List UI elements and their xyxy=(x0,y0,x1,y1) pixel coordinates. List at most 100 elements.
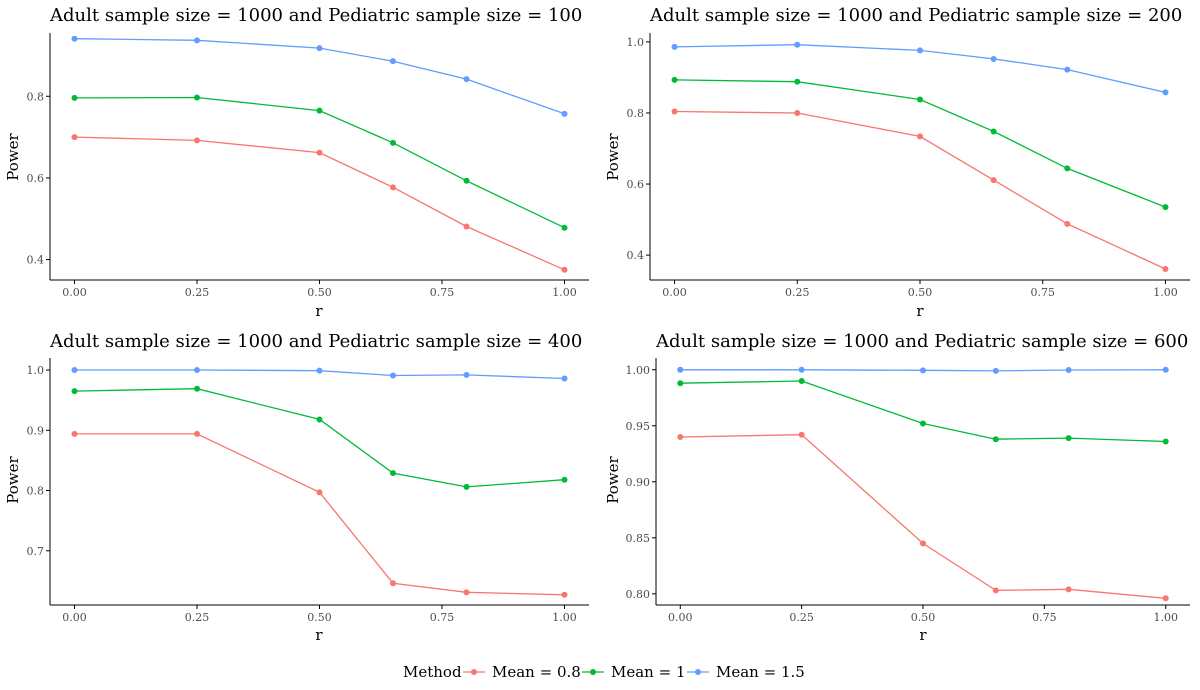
panel-4-point-mean-1 xyxy=(1162,438,1169,445)
legend-key-mean-0-8: Mean = 0.8 xyxy=(463,663,581,681)
panel-1-point-mean-1 xyxy=(194,94,200,101)
panel-3-title: Adult sample size = 1000 and Pediatric s… xyxy=(49,331,582,352)
panel-3-point-mean-1 xyxy=(316,416,323,423)
panel-3-line-mean-1-5 xyxy=(74,369,565,380)
panel-1-x-tick-label: 0.75 xyxy=(430,286,455,299)
panel-4-title: Adult sample size = 1000 and Pediatric s… xyxy=(655,331,1188,352)
legend-point-mean-0-8 xyxy=(471,669,477,675)
panel-2-title: Adult sample size = 1000 and Pediatric s… xyxy=(649,5,1182,26)
panel-4-line-mean-1 xyxy=(680,380,1166,443)
panel-2-ylabel: Power xyxy=(604,132,622,180)
panel-2-point-mean-1-5 xyxy=(794,41,801,48)
panel-3-y-tick-label: 0.7 xyxy=(27,545,45,558)
panel-2-point-mean-1-5 xyxy=(990,55,997,62)
panel-3-point-mean-0-8 xyxy=(561,591,568,598)
panel-3-point-mean-1-5 xyxy=(194,367,200,374)
panel-4-line-mean-0-8 xyxy=(680,434,1166,599)
legend-point-mean-1-5 xyxy=(695,669,701,675)
panel-1-point-mean-0-8 xyxy=(561,266,568,273)
panel-2-line-mean-0-8 xyxy=(674,110,1166,270)
panel-1-point-mean-0-8 xyxy=(316,149,323,156)
panel-1-point-mean-1-5 xyxy=(390,58,396,65)
legend-point-mean-1 xyxy=(590,669,596,675)
panel-3-point-mean-1 xyxy=(390,470,396,477)
panel-2: Adult sample size = 1000 and Pediatric s… xyxy=(604,5,1190,320)
panel-4-point-mean-1 xyxy=(677,380,684,387)
panel-4-point-mean-0-8 xyxy=(920,540,926,547)
panel-1-ylabel: Power xyxy=(4,132,22,180)
panel-1-line-mean-1 xyxy=(74,96,565,229)
panel-4-x-tick-label: 0.50 xyxy=(911,611,936,624)
panel-2-point-mean-0-8 xyxy=(917,133,923,140)
panel-4-point-mean-1-5 xyxy=(1065,366,1072,373)
panel-1-point-mean-0-8 xyxy=(390,184,396,191)
panel-1-point-mean-1 xyxy=(463,177,470,184)
panel-4-line-mean-1-5 xyxy=(680,369,1166,372)
panel-2-point-mean-1-5 xyxy=(1162,89,1169,96)
panel-4-xlabel: r xyxy=(919,626,927,644)
panel-4-point-mean-0-8 xyxy=(677,433,684,440)
panel-1-point-mean-1-5 xyxy=(561,110,568,117)
panel-4-point-mean-1-5 xyxy=(798,366,805,373)
panel-1-line-mean-0-8 xyxy=(74,136,565,271)
panel-1-point-mean-0-8 xyxy=(463,223,470,230)
panel-4-point-mean-0-8 xyxy=(1065,586,1072,593)
panel-1-point-mean-1-5 xyxy=(194,37,200,44)
panel-1-x-tick-label: 0.00 xyxy=(62,286,87,299)
legend: Method Mean = 0.8 Mean = 1 Mean = 1.5 xyxy=(403,663,805,681)
panel-4-point-mean-0-8 xyxy=(992,587,999,594)
panel-3-x-tick-label: 0.50 xyxy=(307,611,332,624)
panel-2-point-mean-1 xyxy=(1064,165,1071,172)
panel-3-point-mean-1-5 xyxy=(561,375,568,382)
panel-4-point-mean-1 xyxy=(1065,435,1072,442)
panel-1-point-mean-1 xyxy=(390,139,396,146)
panel-2-point-mean-0-8 xyxy=(1064,220,1071,227)
panel-4-point-mean-1-5 xyxy=(992,367,999,374)
panel-2-point-mean-1 xyxy=(990,128,997,135)
panel-1-point-mean-0-8 xyxy=(71,134,78,141)
panel-4-x-tick-label: 0.25 xyxy=(789,611,814,624)
panel-2-y-tick-label: 0.6 xyxy=(627,178,645,191)
panel-1-point-mean-1 xyxy=(71,94,78,101)
panel-4-x-tick-label: 0.75 xyxy=(1032,611,1057,624)
panel-3-line-mean-0-8 xyxy=(74,433,565,596)
panel-1-point-mean-1-5 xyxy=(71,35,78,42)
panel-2-y-tick-label: 1.0 xyxy=(627,36,645,49)
panel-3-point-mean-0-8 xyxy=(71,430,78,437)
panel-1-point-mean-1-5 xyxy=(463,76,470,83)
panel-3-y-tick-label: 0.9 xyxy=(27,424,45,437)
panel-4-x-tick-label: 1.00 xyxy=(1153,611,1178,624)
panel-4-point-mean-1-5 xyxy=(1162,366,1169,373)
panel-4-point-mean-0-8 xyxy=(1162,595,1169,602)
panel-3-point-mean-1 xyxy=(71,388,78,395)
panel-2-point-mean-0-8 xyxy=(1162,265,1169,272)
panel-4-y-tick-label: 0.80 xyxy=(626,588,651,601)
panel-3-point-mean-1-5 xyxy=(390,372,396,379)
panel-3-x-tick-label: 0.25 xyxy=(185,611,210,624)
panel-2-x-tick-label: 0.50 xyxy=(908,286,933,299)
panel-3-point-mean-1 xyxy=(463,483,470,490)
panel-3-x-tick-label: 1.00 xyxy=(552,611,577,624)
panel-3-line-mean-1 xyxy=(74,388,565,488)
panel-1: Adult sample size = 1000 and Pediatric s… xyxy=(4,5,589,320)
panel-1-point-mean-1-5 xyxy=(316,45,323,52)
legend-key-mean-1: Mean = 1 xyxy=(582,663,686,681)
panel-3-ylabel: Power xyxy=(4,455,22,503)
panel-3-point-mean-0-8 xyxy=(463,589,470,596)
panel-2-point-mean-1 xyxy=(671,76,678,83)
panel-3-point-mean-1 xyxy=(561,476,568,483)
panel-2-point-mean-1 xyxy=(794,78,801,85)
panel-3-point-mean-0-8 xyxy=(194,430,200,437)
panel-2-x-tick-label: 0.00 xyxy=(662,286,687,299)
panel-1-y-tick-label: 0.8 xyxy=(27,90,45,103)
panel-3-point-mean-1-5 xyxy=(316,367,323,374)
panel-1-title: Adult sample size = 1000 and Pediatric s… xyxy=(49,5,582,26)
panel-2-point-mean-1 xyxy=(917,96,923,103)
panel-3-point-mean-1 xyxy=(194,385,200,392)
panel-2-point-mean-0-8 xyxy=(671,108,678,115)
panel-4-x-tick-label: 0.00 xyxy=(668,611,693,624)
legend-title: Method xyxy=(403,663,462,681)
panel-3-y-tick-label: 1.0 xyxy=(27,364,45,377)
panel-4-point-mean-1-5 xyxy=(920,367,926,374)
